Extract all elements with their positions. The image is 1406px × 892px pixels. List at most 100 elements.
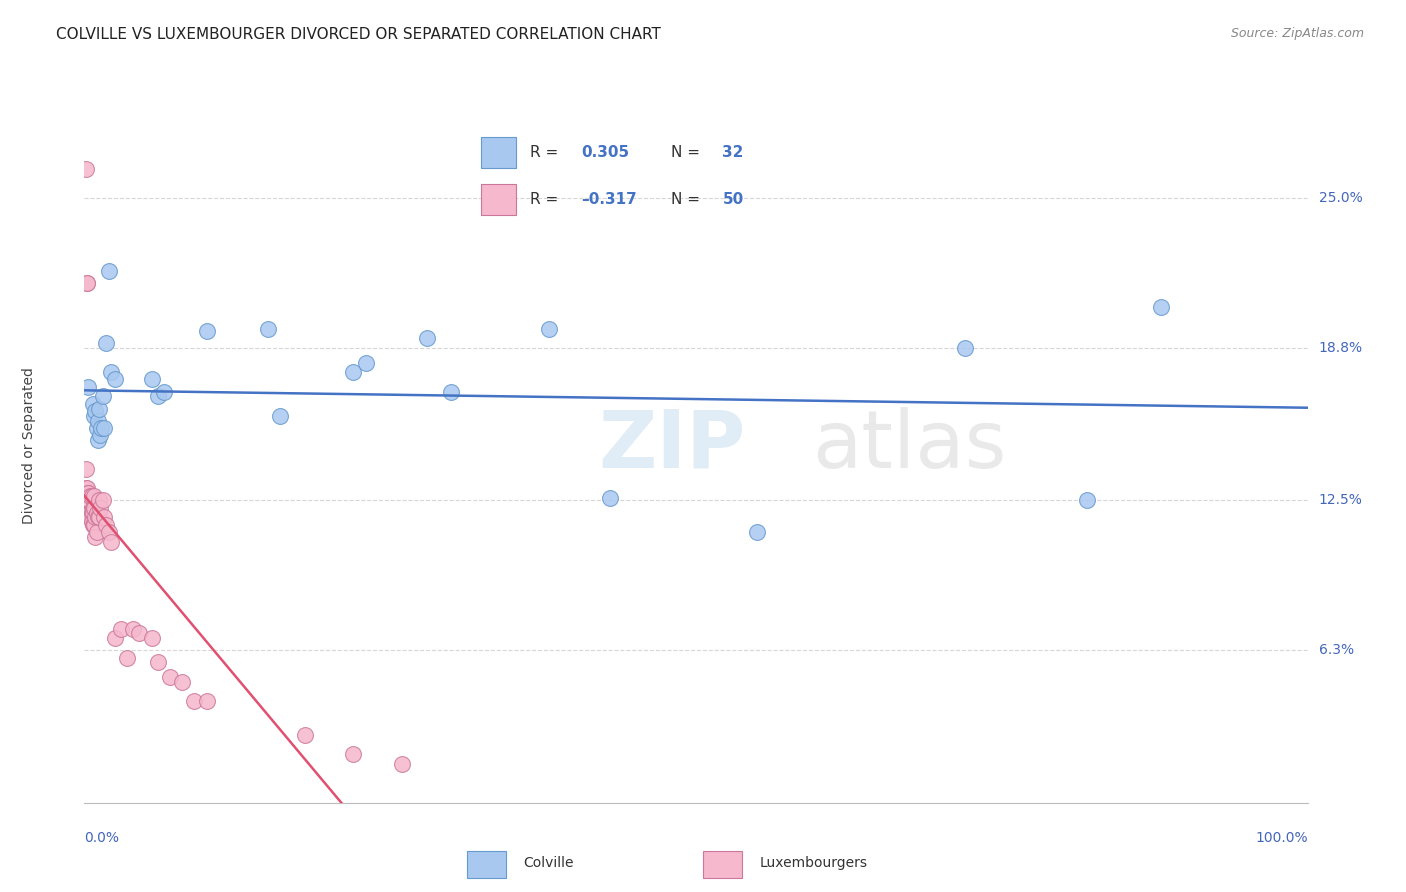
Point [104,632,127,646]
Point [747,524,769,539]
Text: Luxembourgers: Luxembourgers [759,856,868,870]
Point [110,622,132,636]
Point [96,336,118,351]
Text: 12.5%: 12.5% [1319,493,1362,508]
Point [342,365,364,379]
Point [76,276,98,290]
Text: 50: 50 [723,193,744,207]
Point [257,321,280,335]
Point [416,331,439,345]
Point [86,421,108,435]
FancyBboxPatch shape [703,851,742,878]
Point [93,510,115,524]
Point [83,409,105,423]
Point [82,506,104,520]
Point [89,428,111,442]
Text: N =: N = [671,145,700,160]
Point [141,372,163,386]
Point [1150,300,1173,314]
Point [100,534,122,549]
Point [77,493,100,508]
Point [146,656,169,670]
Point [86,506,108,520]
Text: 18.8%: 18.8% [1319,341,1362,355]
Point [87,510,110,524]
Point [440,384,463,399]
Point [79,506,101,520]
Point [195,694,218,708]
Text: R =: R = [530,145,558,160]
Point [84,404,107,418]
Point [342,747,364,762]
Point [75,462,97,476]
Point [115,650,138,665]
Point [83,500,105,515]
Point [79,510,101,524]
Point [159,670,181,684]
Point [538,321,561,335]
Point [96,517,118,532]
FancyBboxPatch shape [467,851,506,878]
Point [87,493,110,508]
Point [87,433,110,447]
Point [87,401,110,416]
Point [183,694,205,708]
Point [75,161,97,176]
Point [391,757,413,772]
Text: R =: R = [530,193,558,207]
Point [84,510,107,524]
Point [80,506,103,520]
Point [80,515,103,529]
Text: 0.305: 0.305 [581,145,630,160]
Point [77,380,100,394]
Point [294,728,316,742]
Point [87,510,110,524]
Point [172,674,194,689]
Point [128,626,150,640]
Point [90,421,112,435]
Point [87,414,110,428]
Point [82,517,104,532]
Point [86,524,108,539]
Point [269,409,291,423]
Text: 100.0%: 100.0% [1256,830,1308,845]
Point [953,341,976,355]
Point [84,530,107,544]
Point [75,481,97,495]
Point [91,493,114,508]
Point [93,421,115,435]
Point [104,372,127,386]
Text: Source: ZipAtlas.com: Source: ZipAtlas.com [1230,27,1364,40]
Point [82,500,104,515]
Point [195,324,218,338]
Point [599,491,621,505]
Point [80,489,103,503]
Point [77,506,100,520]
Text: 32: 32 [723,145,744,160]
Point [82,397,104,411]
Point [76,276,98,290]
Text: N =: N = [671,193,700,207]
FancyBboxPatch shape [481,137,516,168]
Point [153,384,176,399]
FancyBboxPatch shape [481,185,516,215]
Point [77,486,100,500]
Text: COLVILLE VS LUXEMBOURGER DIVORCED OR SEPARATED CORRELATION CHART: COLVILLE VS LUXEMBOURGER DIVORCED OR SEP… [56,27,661,42]
Text: Colville: Colville [523,856,574,870]
Point [77,486,100,500]
Point [77,506,100,520]
Point [146,389,169,403]
Point [91,389,114,403]
Point [89,500,111,515]
Text: –0.317: –0.317 [581,193,637,207]
Point [76,481,98,495]
Point [83,517,105,532]
Text: ZIP: ZIP [598,407,745,485]
Point [79,489,101,503]
Point [354,355,377,369]
Text: atlas: atlas [813,407,1007,485]
Point [83,489,105,503]
Text: 25.0%: 25.0% [1319,191,1362,205]
Point [100,365,122,379]
Point [97,524,120,539]
